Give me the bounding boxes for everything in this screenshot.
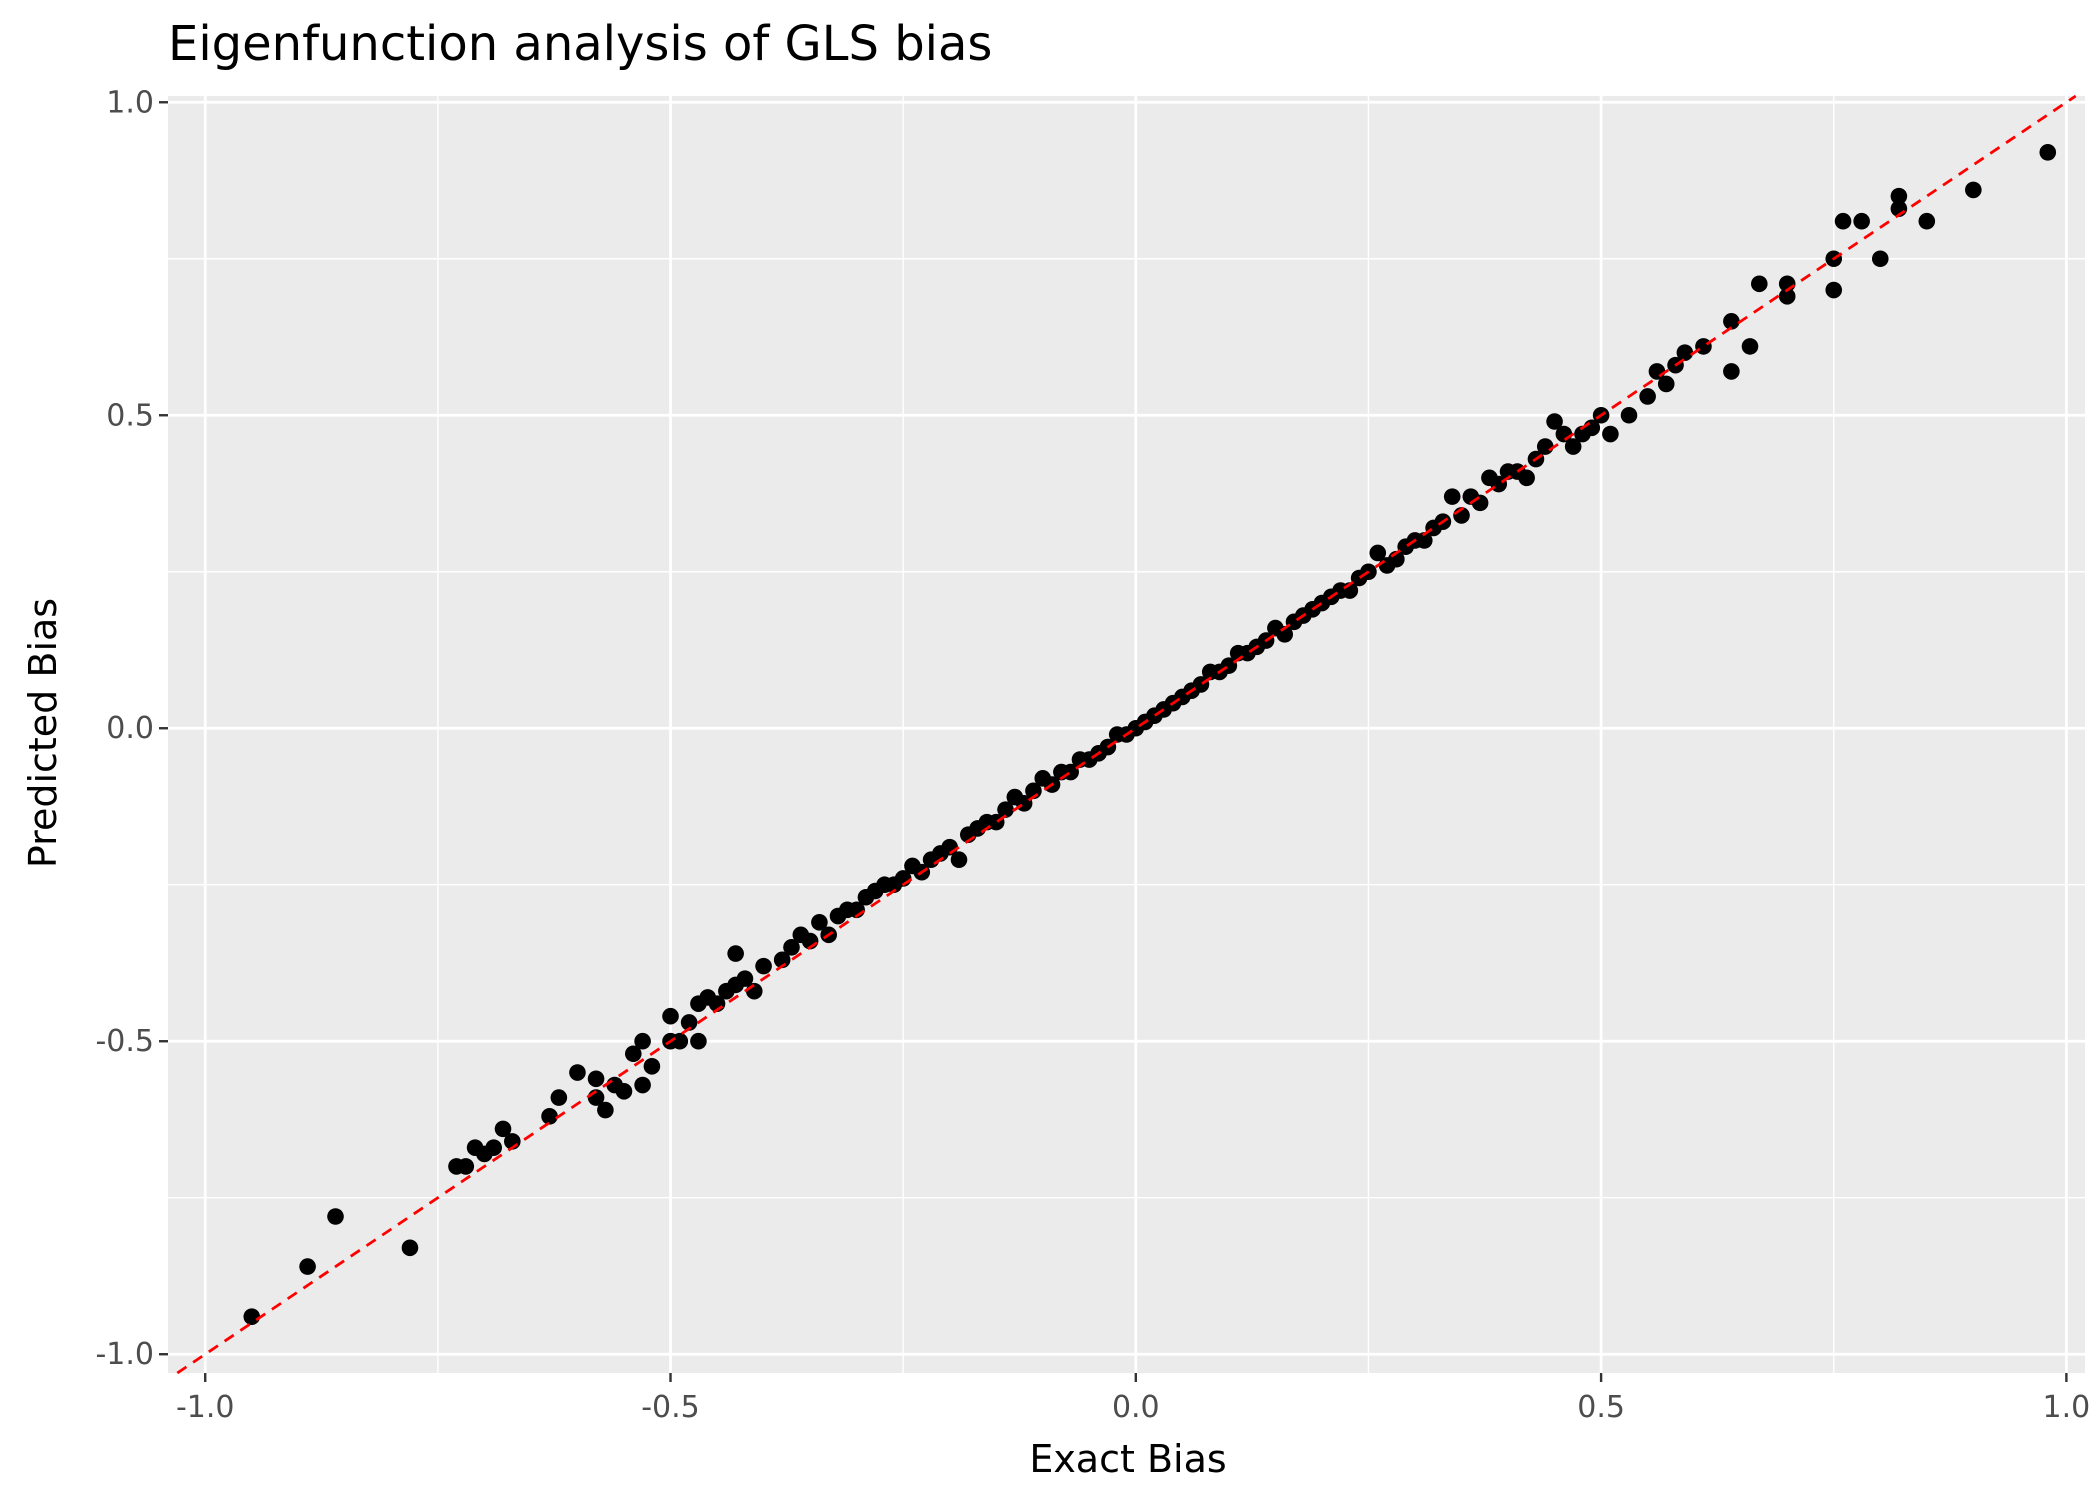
data-point [2039, 144, 2057, 161]
data-point [615, 1083, 633, 1100]
data-point [1890, 187, 1908, 205]
data-point [1546, 413, 1563, 430]
x-tick-label: 1.0 [2043, 1390, 2091, 1425]
data-point [634, 1032, 651, 1050]
reference-line-group [176, 94, 2077, 1375]
data-point [662, 1007, 679, 1025]
data-point [634, 1076, 651, 1094]
minor-gridlines [168, 96, 2085, 1373]
data-point [1871, 250, 1889, 268]
data-point [494, 1120, 512, 1138]
reference-line [176, 94, 2077, 1375]
y-tick-label: -0.5 [95, 1024, 154, 1059]
y-tick-label: 0.5 [106, 398, 154, 433]
y-tick-label: -1.0 [95, 1337, 154, 1372]
data-point [587, 1070, 605, 1088]
x-tick-label: -1.0 [176, 1390, 235, 1425]
data-point [1778, 288, 1796, 305]
data-point [1750, 275, 1768, 293]
data-point [1620, 406, 1638, 424]
data-point [1564, 438, 1582, 455]
x-tick-label: -0.5 [641, 1390, 700, 1425]
data-point [299, 1258, 316, 1275]
data-point [680, 1014, 698, 1031]
data-point [736, 970, 754, 987]
y-axis-title: Predicted Bias [21, 598, 65, 868]
data-point [690, 1032, 707, 1050]
data-point [1834, 212, 1852, 230]
data-point [1723, 313, 1740, 330]
data-point [597, 1101, 614, 1119]
data-point [745, 982, 763, 1000]
data-point [1723, 363, 1740, 380]
data-point [783, 939, 800, 956]
x-tick-label: 0.0 [1112, 1390, 1160, 1425]
data-point [569, 1064, 586, 1081]
data-point [755, 957, 772, 975]
data-point [1918, 212, 1936, 230]
data-point [1443, 488, 1461, 505]
data-point [1741, 338, 1759, 355]
data-point [1369, 544, 1387, 562]
data-point [727, 945, 744, 962]
data-point [541, 1108, 558, 1125]
data-point [1471, 494, 1489, 512]
y-axis: -1.0 -0.5 0.0 0.5 1.0 [95, 85, 168, 1372]
data-point [550, 1089, 568, 1106]
data-point [624, 1045, 642, 1063]
data-point [643, 1057, 661, 1075]
data-point [327, 1208, 344, 1225]
data-point [1657, 375, 1675, 393]
data-point [1602, 425, 1619, 443]
y-tick-label: 0.0 [106, 711, 154, 746]
chart-title: Eigenfunction analysis of GLS bias [168, 16, 992, 72]
data-point [401, 1239, 419, 1257]
y-tick-label: 1.0 [106, 85, 154, 120]
data-point [950, 851, 968, 868]
data-point [1518, 469, 1535, 487]
data-point [773, 951, 791, 969]
data-point [243, 1308, 261, 1325]
data-point [1965, 181, 1982, 199]
x-tick-label: 0.5 [1577, 1390, 1625, 1425]
data-point [1676, 344, 1694, 361]
data-point [671, 1032, 689, 1050]
data-point [1415, 532, 1433, 549]
x-axis-title: Exact Bias [1029, 1437, 1226, 1481]
data-point [1853, 212, 1870, 230]
data-point [1825, 281, 1843, 299]
x-axis: -1.0 -0.5 0.0 0.5 1.0 [176, 1373, 2090, 1425]
data-point [811, 913, 828, 931]
data-point [1639, 388, 1656, 405]
data-point [485, 1139, 503, 1156]
data-point [1536, 438, 1554, 455]
data-point [997, 801, 1014, 818]
data-point [457, 1158, 475, 1175]
